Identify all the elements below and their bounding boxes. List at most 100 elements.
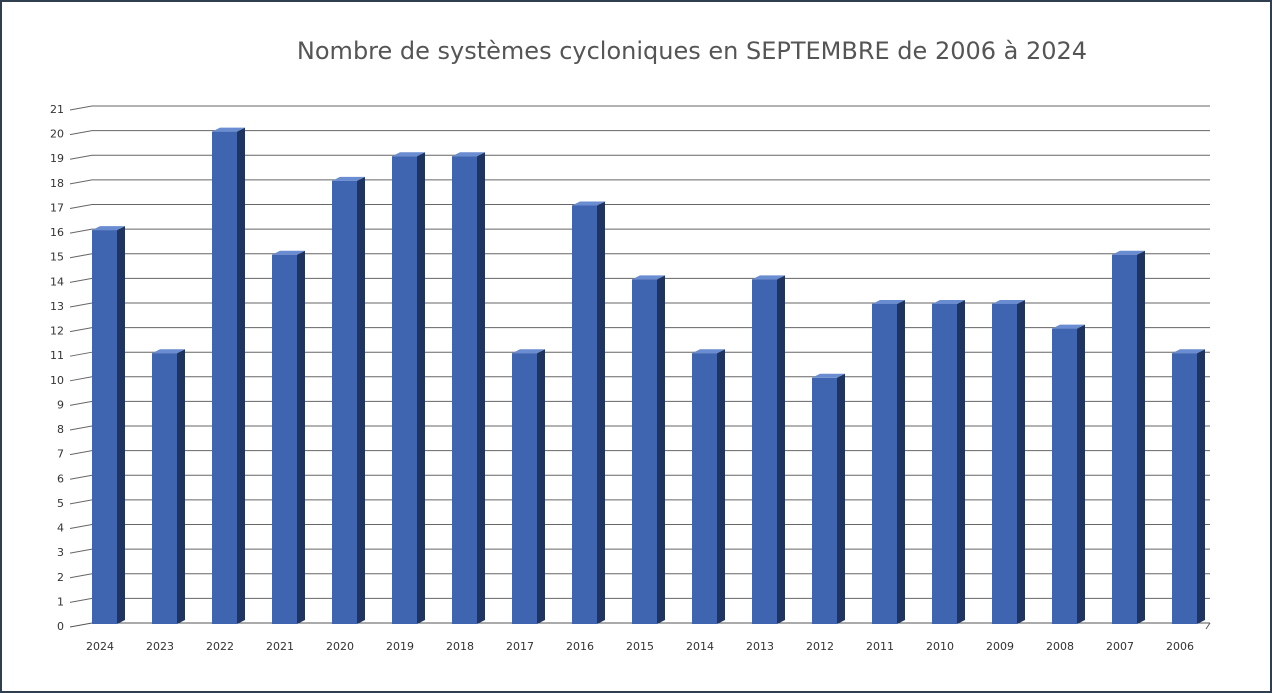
- x-tick-label: 2022: [206, 640, 234, 653]
- grid-line: [69, 154, 1210, 160]
- x-tick-label: 2012: [806, 640, 834, 653]
- bar-top: [92, 226, 125, 231]
- bar-side: [1077, 324, 1085, 624]
- bar: [752, 279, 777, 624]
- bar: [272, 254, 297, 624]
- bar-top: [152, 349, 185, 354]
- bar-top: [332, 176, 365, 181]
- x-tick-label: 2019: [386, 640, 414, 653]
- x-tick-label: 2016: [566, 640, 594, 653]
- bar-top: [1052, 324, 1085, 329]
- grid-line: [69, 179, 1210, 185]
- bar-side: [717, 349, 725, 624]
- x-tick-label: 2009: [986, 640, 1014, 653]
- y-tick-label: 12: [50, 325, 64, 338]
- grid-line: [69, 203, 1210, 209]
- x-tick-label: 2011: [866, 640, 894, 653]
- y-tick-label: 15: [50, 251, 64, 264]
- bar-side: [537, 349, 545, 624]
- bar-top: [812, 373, 845, 378]
- bar-side: [897, 299, 905, 624]
- bar-side: [657, 275, 665, 624]
- y-tick-label: 5: [57, 497, 64, 510]
- y-tick-label: 7: [57, 448, 64, 461]
- bar: [212, 131, 237, 624]
- y-tick-label: 4: [57, 522, 64, 535]
- bar-top: [752, 275, 785, 280]
- bar: [872, 303, 897, 624]
- bar: [692, 353, 717, 624]
- bar-top: [1172, 349, 1205, 354]
- bar-top: [212, 127, 245, 132]
- bar-side: [417, 152, 425, 624]
- y-tick-label: 20: [50, 128, 64, 141]
- bar: [1172, 353, 1197, 624]
- bar-top: [572, 201, 605, 206]
- bar-side: [597, 201, 605, 624]
- bar: [632, 279, 657, 624]
- bar-side: [1197, 349, 1205, 624]
- bar: [152, 353, 177, 624]
- bar: [992, 303, 1017, 624]
- y-tick-label: 2: [57, 571, 64, 584]
- x-tick-label: 2015: [626, 640, 654, 653]
- bar-side: [777, 275, 785, 624]
- x-tick-label: 2018: [446, 640, 474, 653]
- bar: [92, 230, 117, 624]
- bar-side: [357, 176, 365, 624]
- bar-side: [957, 299, 965, 624]
- y-tick-label: 0: [57, 620, 64, 633]
- y-tick-label: 17: [50, 201, 64, 214]
- bar: [572, 205, 597, 624]
- y-tick-label: 13: [50, 300, 64, 313]
- y-tick-label: 11: [50, 349, 64, 362]
- grid-line: [69, 228, 1210, 234]
- bar-side: [477, 152, 485, 624]
- bar-top: [392, 152, 425, 157]
- y-tick-label: 6: [57, 472, 64, 485]
- bar: [1112, 254, 1137, 624]
- bar-side: [117, 226, 125, 624]
- bar: [452, 156, 477, 624]
- y-tick-label: 14: [50, 275, 64, 288]
- y-tick-label: 1: [57, 595, 64, 608]
- bar-top: [932, 299, 965, 304]
- bar-top: [692, 349, 725, 354]
- axis: [1205, 622, 1211, 630]
- y-tick-label: 21: [50, 103, 64, 116]
- x-tick-label: 2013: [746, 640, 774, 653]
- y-tick-label: 9: [57, 398, 64, 411]
- bar-top: [512, 349, 545, 354]
- bar: [1052, 328, 1077, 624]
- x-tick-label: 2017: [506, 640, 534, 653]
- bar-side: [297, 250, 305, 624]
- bar-side: [177, 349, 185, 624]
- y-tick-label: 8: [57, 423, 64, 436]
- bar-top: [272, 250, 305, 255]
- y-tick-label: 19: [50, 152, 64, 165]
- bar: [512, 353, 537, 624]
- y-tick-label: 3: [57, 546, 64, 559]
- bar: [932, 303, 957, 624]
- bar-top: [1112, 250, 1145, 255]
- bar-top: [452, 152, 485, 157]
- bar-top: [992, 299, 1025, 304]
- x-tick-label: 2020: [326, 640, 354, 653]
- x-tick-label: 2021: [266, 640, 294, 653]
- chart-title: Nombre de systèmes cycloniques en SEPTEM…: [297, 37, 1087, 65]
- x-tick-label: 2010: [926, 640, 954, 653]
- x-tick-label: 2006: [1166, 640, 1194, 653]
- y-tick-label: 10: [50, 374, 64, 387]
- grid-line: [69, 130, 1210, 136]
- bar-top: [872, 299, 905, 304]
- grid-line: [69, 105, 1210, 111]
- bar: [812, 377, 837, 624]
- bar: [332, 180, 357, 624]
- x-tick-label: 2023: [146, 640, 174, 653]
- x-tick-label: 2007: [1106, 640, 1134, 653]
- x-tick-label: 2014: [686, 640, 714, 653]
- bar: [392, 156, 417, 624]
- x-tick-label: 2024: [86, 640, 114, 653]
- y-tick-label: 16: [50, 226, 64, 239]
